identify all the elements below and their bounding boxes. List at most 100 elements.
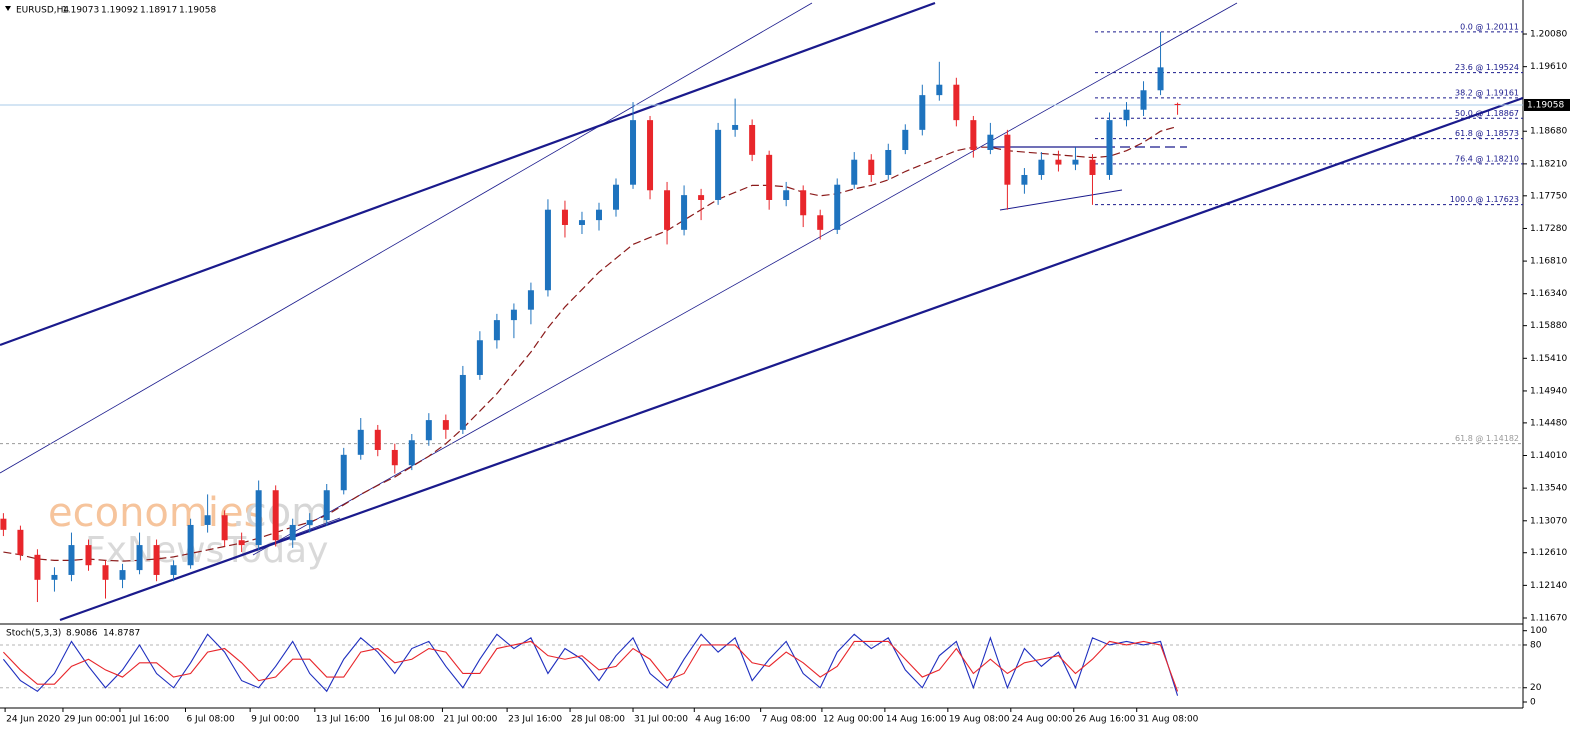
ohlc-value: 1.19058 [179,6,216,16]
x-tick-label: 4 Aug 16:00 [695,715,750,725]
candle-body [1089,159,1096,175]
stoch-line [2,633,1179,696]
candle-body [204,515,211,525]
trendline [0,2,813,474]
y-tick-label: 20 [1530,683,1542,693]
chart-title: EURUSD,H4 [16,6,69,16]
indicator-value: 14.8787 [103,629,140,639]
candle-body [1140,90,1147,110]
candle-body [987,134,994,150]
watermark-text: economies [48,490,264,536]
candle-body [221,515,228,541]
x-tick-label: 9 Jul 00:00 [251,715,300,725]
fib-label: 76.4 @ 1.18210 [1455,154,1519,163]
candle-body [681,195,688,230]
candle-body [885,149,892,175]
candle-body [664,190,671,230]
candle-body [476,340,483,375]
candle-body [255,490,262,546]
x-tick-label: 29 Jun 00:00 [64,715,121,725]
trendline [0,1,936,347]
x-tick-label: 28 Jul 08:00 [571,715,625,725]
candle-body [749,124,756,155]
stoch-line [3,640,1179,692]
y-tick-label: 1.13540 [1530,484,1567,494]
candle-body [527,290,534,310]
candle-body [595,209,602,221]
candle-body [272,490,279,541]
fib-label: 0.0 @ 1.20111 [1460,22,1519,31]
candle-body [102,565,109,580]
fib-label: 50.0 @ 1.18867 [1455,109,1519,118]
menu-arrow [5,6,11,11]
candle-body [0,518,7,530]
ohlc-value: 1.19092 [101,6,138,16]
y-tick-label: 1.11670 [1530,614,1567,624]
x-tick-label: 12 Aug 00:00 [823,715,884,725]
candle-body [561,209,568,225]
candle-body [408,440,415,466]
y-tick-label: 100 [1530,626,1547,636]
fib-label: 23.6 @ 1.19524 [1455,63,1519,72]
candle-body [391,449,398,466]
candle-body [136,545,143,571]
candle-body [374,429,381,450]
x-tick-label: 14 Aug 16:00 [886,715,947,725]
x-tick-label: 1 Jul 16:00 [121,715,170,725]
trendline [999,189,1123,211]
candle-body [1106,120,1113,175]
y-tick-label: 1.12140 [1530,581,1567,591]
candle-body [442,420,449,430]
x-tick-label: 24 Aug 00:00 [1012,715,1073,725]
candle-body [868,159,875,175]
candle-body [306,520,313,525]
candle-body [289,524,296,541]
candle-body [1055,159,1062,165]
x-tick-label: 16 Jul 08:00 [380,715,434,725]
x-tick-label: 19 Aug 08:00 [949,715,1010,725]
candle-body [323,490,330,521]
candle-body [936,84,943,96]
x-tick-label: 24 Jun 2020 [6,715,60,725]
y-tick-label: 80 [1530,640,1542,650]
candle-body [85,545,92,566]
x-tick-label: 13 Jul 16:00 [316,715,370,725]
candle-body [153,545,160,575]
y-tick-label: 1.17750 [1530,191,1567,201]
indicator-value: 8.9086 [66,629,98,639]
candle-body [1004,134,1011,185]
candle-body [919,95,926,130]
y-tick-label: 1.15880 [1530,321,1567,331]
price-label: 1.19058 [1527,100,1564,110]
candle-body [1174,103,1181,105]
candle-body [170,565,177,575]
candle-body [766,154,773,200]
y-tick-label: 1.12610 [1530,548,1567,558]
watermark: economies .com FxNewsToday [48,490,330,571]
fib-label: 38.2 @ 1.19161 [1455,88,1519,97]
candle-body [238,540,245,546]
y-tick-label: 1.14010 [1530,451,1567,461]
candle-body [953,84,960,121]
candle-body [851,159,858,185]
y-tick-label: 1.20080 [1530,30,1567,40]
candle-body [51,574,58,580]
candle-body [187,524,194,566]
x-tick-label: 21 Jul 00:00 [443,715,497,725]
candle-body [1123,109,1130,121]
candle-body [340,454,347,491]
fib-label: 61.8 @ 1.18573 [1455,129,1519,138]
candle-body [630,120,637,185]
candle-body [715,129,722,200]
candle-body [647,120,654,191]
candle-body [1157,67,1164,91]
ohlc-value: 1.19073 [62,6,99,16]
candle-body [698,195,705,200]
candle-body [800,190,807,216]
y-tick-label: 1.13070 [1530,516,1567,526]
candle-body [357,429,364,455]
y-tick-label: 1.14480 [1530,418,1567,428]
candle-body [17,529,24,555]
